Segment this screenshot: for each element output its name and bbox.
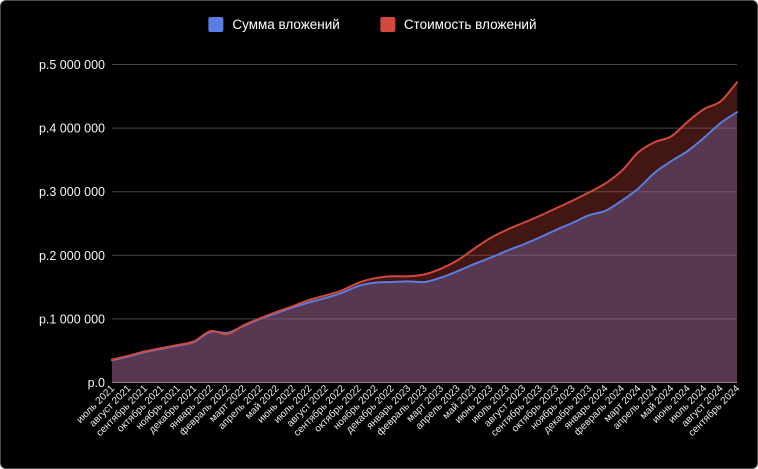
y-axis-tick-label: р.0 <box>88 376 105 390</box>
area-fill-invested-value <box>112 82 737 383</box>
legend-label: Сумма вложений <box>232 16 340 32</box>
legend-item-invested-sum[interactable]: Сумма вложений <box>208 17 340 32</box>
y-axis-tick-label: р.3 000 000 <box>39 185 105 199</box>
blue-series-swatch-icon <box>208 17 224 32</box>
area-fill-invested-sum <box>112 112 737 383</box>
y-axis-tick-label: р.4 000 000 <box>39 122 105 136</box>
legend-item-invested-value[interactable]: Стоимость вложений <box>379 16 537 32</box>
red-series-swatch-icon <box>379 17 395 32</box>
y-axis-tick-label: р.2 000 000 <box>39 249 105 263</box>
y-axis-tick-label: р.1 000 000 <box>39 312 105 326</box>
legend-label: Стоимость вложений <box>403 16 537 32</box>
y-axis-tick-label: р.5 000 000 <box>39 58 105 72</box>
line-invested-value <box>111 81 738 361</box>
chart-legend: Сумма вложений Стоимость вложений <box>208 16 537 32</box>
